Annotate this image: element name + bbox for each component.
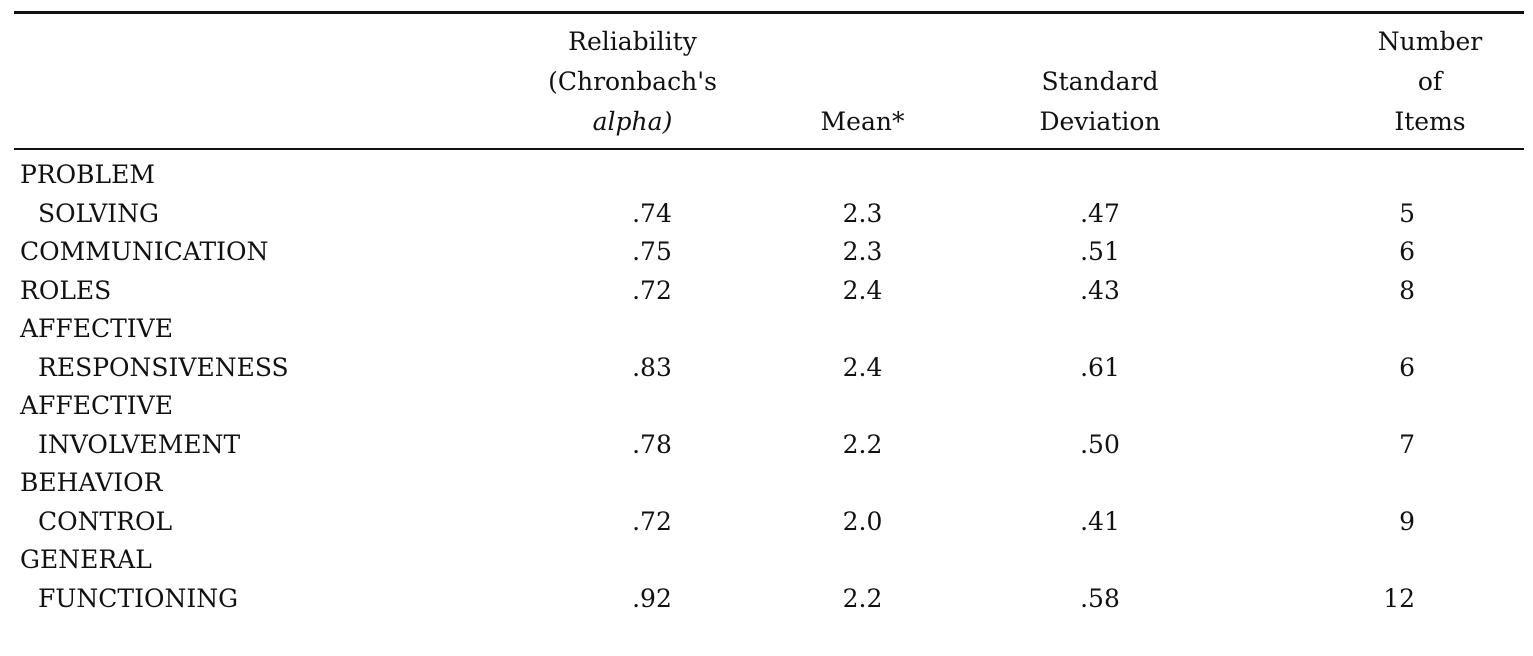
row-label: COMMUNICATION bbox=[20, 237, 269, 266]
cell-reliability: .74 bbox=[632, 198, 672, 228]
cell-items: 6 bbox=[1399, 352, 1415, 382]
row-label-line-1: PROBLEM bbox=[20, 160, 155, 189]
statistics-table: Reliability (Chronbach's alpha) Mean* St… bbox=[20, 22, 1510, 618]
table-row: COMMUNICATION .75 2.3 .51 6 bbox=[20, 233, 1510, 272]
cell-mean: 2.4 bbox=[842, 275, 883, 305]
cell-sd: .41 bbox=[1080, 506, 1120, 536]
cell-items: 7 bbox=[1399, 429, 1415, 459]
cell-mean: 2.2 bbox=[842, 583, 883, 613]
table-row: FUNCTIONING .92 2.2 .58 12 bbox=[20, 580, 1510, 619]
header-reliability-line-3: alpha) bbox=[592, 107, 673, 136]
cell-mean: 2.3 bbox=[842, 198, 883, 228]
row-label: ROLES bbox=[20, 275, 112, 305]
cell-items: 6 bbox=[1399, 237, 1415, 266]
header-reliability-line-2: (Chronbach's bbox=[548, 67, 717, 96]
table-row-label: BEHAVIOR bbox=[20, 464, 1510, 503]
cell-sd: .61 bbox=[1080, 352, 1120, 382]
row-label-line-2: RESPONSIVENESS bbox=[38, 352, 289, 382]
cell-mean: 2.3 bbox=[842, 237, 883, 266]
header-sd-line-1: Standard bbox=[1041, 67, 1159, 96]
table-row: SOLVING .74 2.3 .47 5 bbox=[20, 195, 1510, 234]
cell-reliability: .75 bbox=[632, 237, 672, 266]
header-items-line-3: Items bbox=[1394, 107, 1466, 136]
cell-mean: 2.2 bbox=[842, 429, 883, 459]
cell-sd: .43 bbox=[1080, 275, 1120, 305]
header-mean-label: Mean* bbox=[820, 107, 905, 136]
row-label-line-2: CONTROL bbox=[38, 506, 173, 536]
table-row-label: GENERAL bbox=[20, 541, 1510, 580]
cell-sd: .50 bbox=[1080, 429, 1120, 459]
header-reliability-line-1: Reliability bbox=[568, 27, 697, 56]
cell-reliability: .72 bbox=[632, 275, 672, 305]
cell-items: 5 bbox=[1399, 198, 1415, 228]
table-row-label: AFFECTIVE bbox=[20, 310, 1510, 349]
cell-reliability: .92 bbox=[632, 583, 672, 613]
header-mean: Mean* bbox=[745, 22, 980, 148]
cell-items: 9 bbox=[1399, 506, 1415, 536]
cell-mean: 2.4 bbox=[842, 352, 883, 382]
row-label-line-1: BEHAVIOR bbox=[20, 468, 163, 497]
cell-reliability: .78 bbox=[632, 429, 672, 459]
row-label-line-1: GENERAL bbox=[20, 545, 152, 574]
cell-items: 12 bbox=[1383, 583, 1415, 613]
header-rule bbox=[14, 148, 1524, 150]
table-row: INVOLVEMENT .78 2.2 .50 7 bbox=[20, 426, 1510, 465]
table-title-fragment bbox=[0, 0, 1533, 6]
table-body: PROBLEM SOLVING .74 2.3 .47 5 COMMUNICAT… bbox=[20, 148, 1510, 618]
header-reliability: Reliability (Chronbach's alpha) bbox=[500, 22, 745, 148]
table-row: RESPONSIVENESS .83 2.4 .61 6 bbox=[20, 349, 1510, 388]
cell-reliability: .72 bbox=[632, 506, 672, 536]
cell-items: 8 bbox=[1399, 275, 1415, 305]
table-row: ROLES .72 2.4 .43 8 bbox=[20, 272, 1510, 311]
row-label-line-2: SOLVING bbox=[38, 198, 160, 228]
row-label-line-2: FUNCTIONING bbox=[38, 583, 239, 613]
header-standard-deviation: Standard Deviation bbox=[980, 22, 1220, 148]
cell-sd: .58 bbox=[1080, 583, 1120, 613]
table-row-label: AFFECTIVE bbox=[20, 387, 1510, 426]
cell-sd: .51 bbox=[1080, 237, 1120, 266]
row-label-line-2: INVOLVEMENT bbox=[38, 429, 241, 459]
cell-sd: .47 bbox=[1080, 198, 1120, 228]
row-label-line-1: AFFECTIVE bbox=[20, 314, 173, 343]
header-sd-line-2: Deviation bbox=[1039, 107, 1161, 136]
header-scale bbox=[20, 22, 500, 148]
cell-mean: 2.0 bbox=[842, 506, 883, 536]
table-row-label: PROBLEM bbox=[20, 148, 1510, 195]
table-row: CONTROL .72 2.0 .41 9 bbox=[20, 503, 1510, 542]
header-items-line-1: Number bbox=[1377, 27, 1483, 56]
cell-reliability: .83 bbox=[632, 352, 672, 382]
header-number-of-items: Number of Items bbox=[1220, 22, 1510, 148]
top-rule bbox=[14, 11, 1524, 14]
table-header: Reliability (Chronbach's alpha) Mean* St… bbox=[20, 22, 1510, 148]
header-items-line-2: of bbox=[1417, 67, 1443, 96]
row-label-line-1: AFFECTIVE bbox=[20, 391, 173, 420]
